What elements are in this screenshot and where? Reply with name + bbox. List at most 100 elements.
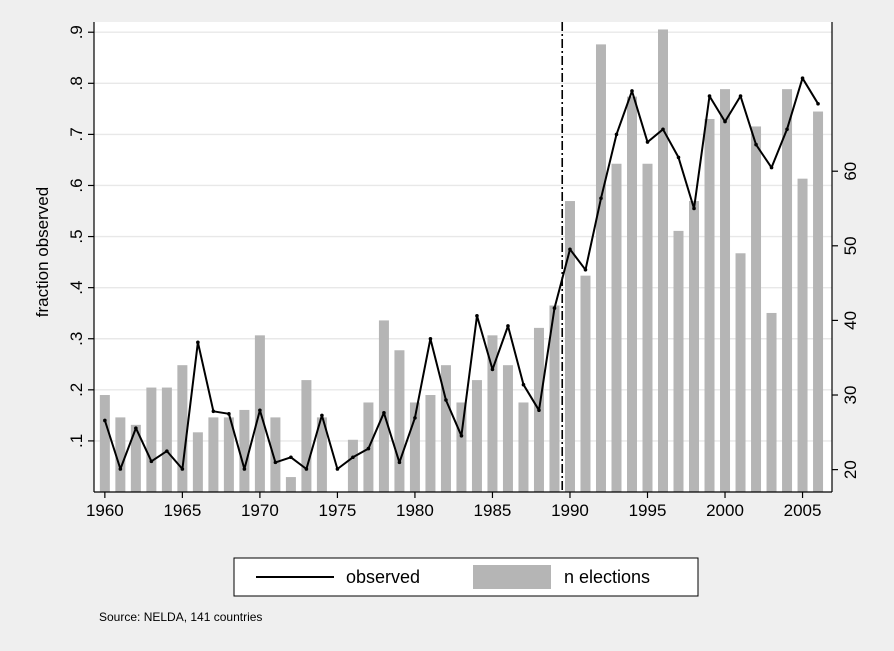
- bar-1997: [673, 230, 684, 492]
- point-1990: [568, 247, 572, 252]
- x-tick-label-1965: 1965: [163, 501, 201, 520]
- point-1969: [242, 467, 247, 471]
- source-note: Source: NELDA, 141 countries: [99, 610, 262, 624]
- bar-1969: [239, 409, 250, 492]
- bar-1982: [440, 365, 451, 492]
- bar-1961: [115, 417, 126, 492]
- bar-1976: [347, 439, 358, 492]
- bar-1993: [611, 163, 622, 492]
- x-tick-label-1990: 1990: [551, 501, 589, 520]
- point-1966: [196, 340, 200, 345]
- right-tick-label-60: 60: [841, 162, 860, 181]
- point-2001: [738, 94, 743, 98]
- point-1968: [227, 412, 231, 416]
- point-1999: [707, 94, 712, 98]
- bar-1996: [658, 29, 669, 492]
- bar-1989: [549, 305, 560, 492]
- left-tick-label-.2: .2: [67, 383, 86, 397]
- left-tick-label-.3: .3: [67, 332, 86, 346]
- point-1967: [211, 409, 216, 414]
- point-1998: [692, 206, 696, 211]
- point-1977: [366, 446, 371, 451]
- point-1981: [428, 336, 433, 341]
- point-2004: [785, 127, 789, 132]
- point-1970: [258, 408, 262, 413]
- bar-1994: [626, 96, 637, 492]
- bar-1983: [456, 402, 467, 492]
- x-tick-label-1960: 1960: [86, 501, 124, 520]
- point-1973: [304, 467, 309, 471]
- bar-1984: [471, 380, 482, 492]
- bar-1972: [285, 477, 296, 492]
- x-tick-label-2000: 2000: [706, 501, 744, 520]
- series-observed: [103, 76, 820, 471]
- point-2002: [754, 142, 758, 147]
- point-1976: [351, 455, 355, 460]
- bar-1971: [270, 417, 281, 492]
- bar-1962: [130, 424, 141, 492]
- axes: .1 .2 .3 .4 .5 .6 .7 .8 .9 20 30 40 50 60 1960 1965 1970…: [67, 22, 860, 520]
- point-1982: [444, 398, 448, 402]
- point-1960: [103, 418, 107, 423]
- bar-1973: [301, 380, 312, 492]
- bar-2004: [782, 89, 793, 493]
- right-tick-label-20: 20: [841, 460, 860, 479]
- point-2006: [816, 101, 820, 106]
- point-1995: [645, 140, 650, 144]
- left-tick-label-.5: .5: [67, 229, 86, 243]
- point-1996: [661, 127, 665, 132]
- point-1963: [149, 459, 154, 464]
- point-1992: [599, 196, 603, 201]
- point-1988: [537, 408, 541, 413]
- bar-1979: [394, 350, 405, 492]
- point-1994: [630, 89, 634, 93]
- point-1997: [676, 155, 681, 160]
- point-1991: [583, 267, 588, 272]
- bar-1990: [564, 201, 575, 493]
- x-tick-label-1995: 1995: [629, 501, 667, 520]
- bar-1987: [518, 402, 529, 492]
- left-tick-label-.4: .4: [67, 281, 86, 295]
- bar-2006: [813, 111, 824, 493]
- bar-1992: [595, 44, 606, 492]
- point-1993: [614, 132, 619, 137]
- point-1986: [506, 324, 510, 328]
- point-1974: [320, 413, 324, 418]
- point-1971: [273, 460, 278, 465]
- legend: observed n elections: [233, 557, 699, 597]
- bar-1964: [161, 387, 172, 492]
- point-2000: [723, 119, 727, 124]
- point-1985: [490, 367, 495, 372]
- point-1972: [289, 455, 293, 460]
- point-1978: [382, 411, 386, 415]
- bar-1963: [146, 387, 157, 492]
- point-1989: [552, 306, 557, 310]
- left-tick-label-.1: .1: [67, 434, 86, 448]
- bar-1998: [689, 201, 700, 493]
- x-tick-label-1970: 1970: [241, 501, 279, 520]
- bar-1967: [208, 417, 219, 492]
- bar-1995: [642, 163, 653, 492]
- bar-1985: [487, 335, 498, 492]
- x-tick-label-1975: 1975: [319, 501, 357, 520]
- right-tick-label-30: 30: [841, 386, 860, 405]
- bar-1981: [425, 395, 436, 492]
- point-1962: [134, 426, 138, 430]
- point-1964: [165, 449, 169, 453]
- bar-1974: [316, 417, 327, 492]
- x-tick-label-2005: 2005: [784, 501, 822, 520]
- bars-n-elections: [99, 29, 824, 493]
- point-1983: [459, 434, 464, 438]
- bar-1991: [580, 275, 591, 492]
- bar-2002: [751, 126, 762, 492]
- left-tick-label-.9: .9: [67, 25, 86, 39]
- point-1980: [413, 416, 417, 420]
- bar-1999: [704, 118, 715, 492]
- point-1987: [521, 382, 526, 387]
- left-tick-label-.8: .8: [67, 76, 86, 90]
- point-2003: [769, 165, 774, 170]
- point-1961: [118, 467, 123, 471]
- bar-1965: [177, 365, 188, 492]
- x-tick-label-1980: 1980: [396, 501, 434, 520]
- bar-2000: [720, 89, 731, 493]
